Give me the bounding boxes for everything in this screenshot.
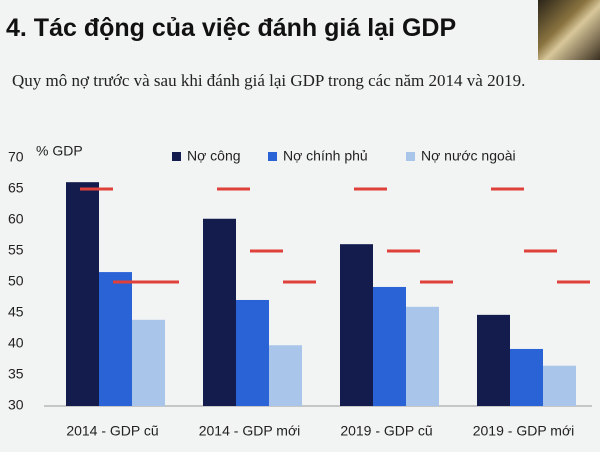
bar bbox=[406, 306, 439, 406]
bar bbox=[340, 244, 373, 406]
x-tick-label: 2019 - GDP mới bbox=[473, 423, 575, 439]
bar bbox=[203, 218, 236, 406]
y-tick-label: 40 bbox=[8, 335, 24, 351]
x-tick-label: 2014 - GDP mới bbox=[199, 423, 301, 439]
y-axis-label: % GDP bbox=[36, 143, 83, 159]
bar bbox=[477, 314, 510, 406]
bar bbox=[269, 345, 302, 406]
x-tick-label: 2019 - GDP cũ bbox=[340, 423, 432, 439]
y-tick-label: 60 bbox=[8, 211, 24, 227]
legend-swatch bbox=[172, 152, 181, 161]
bar bbox=[66, 182, 99, 406]
bar bbox=[132, 319, 165, 406]
subtitle: Quy mô nợ trước và sau khi đánh giá lại … bbox=[12, 71, 526, 90]
y-tick-label: 70 bbox=[8, 149, 24, 165]
legend-label: Nợ chính phủ bbox=[283, 148, 368, 164]
title: 4. Tác động của việc đánh giá lại GDP bbox=[6, 14, 457, 42]
bar bbox=[510, 348, 543, 406]
bar bbox=[373, 286, 406, 406]
y-tick-label: 55 bbox=[8, 242, 24, 258]
y-tick-label: 30 bbox=[8, 397, 24, 413]
legend-label: Nợ công bbox=[187, 148, 241, 164]
y-tick-label: 65 bbox=[8, 180, 24, 196]
legend-swatch bbox=[268, 152, 277, 161]
legend-swatch bbox=[406, 152, 415, 161]
bar bbox=[543, 365, 576, 406]
photo bbox=[538, 0, 600, 60]
y-tick-label: 45 bbox=[8, 304, 24, 320]
bar bbox=[236, 299, 269, 406]
y-tick-label: 50 bbox=[8, 273, 24, 289]
x-tick-label: 2014 - GDP cũ bbox=[66, 423, 158, 439]
bar bbox=[99, 272, 132, 406]
y-tick-label: 35 bbox=[8, 366, 24, 382]
legend-label: Nợ nước ngoài bbox=[421, 148, 516, 164]
